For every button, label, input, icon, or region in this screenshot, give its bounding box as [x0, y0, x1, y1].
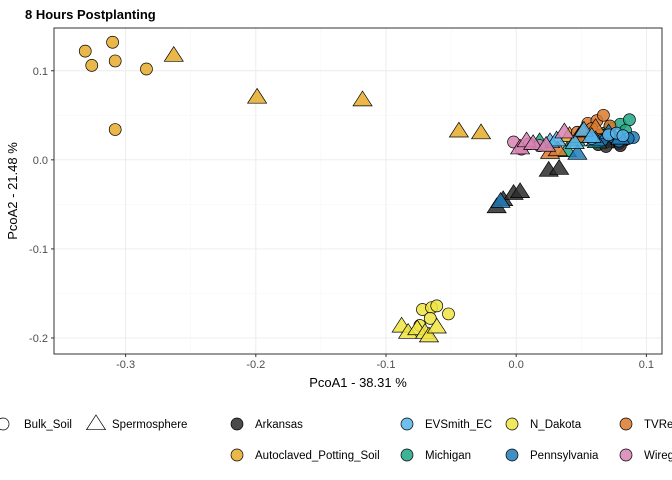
- data-point: [535, 135, 557, 152]
- legend-label: Bulk_Soil: [24, 419, 72, 431]
- data-points: [78, 35, 640, 343]
- data-point: [106, 35, 119, 49]
- plot-background: [54, 28, 662, 354]
- legend: Bulk_Soil Spermosphere Arkansas Autoclaved_…: [0, 414, 672, 462]
- data-point: [78, 44, 92, 58]
- x-axis-title: PcoA1 - 38.31 %: [309, 375, 407, 390]
- data-point: [509, 182, 531, 198]
- data-point: [140, 62, 153, 76]
- legend-label: Autoclaved_Potting_Soil: [255, 450, 380, 462]
- x-axis-ticks: -0.3 -0.2 -0.1 0.0 0.1: [116, 354, 654, 371]
- series-n-dakota-triangle: [391, 316, 447, 343]
- legend-item-evsmith-ec: EVSmith_EC: [400, 417, 492, 431]
- legend-item-tvre: TVRe: [619, 417, 672, 431]
- data-point: [163, 45, 184, 62]
- data-point: [85, 59, 99, 72]
- legend-key-color: [400, 448, 414, 462]
- legend-label: TVRe: [644, 419, 672, 431]
- legend-label: Pennsylvania: [530, 450, 599, 462]
- data-point: [554, 122, 575, 139]
- data-point: [581, 126, 602, 143]
- data-point: [423, 312, 437, 325]
- data-point: [623, 113, 636, 127]
- y-tick-label: -0.2: [29, 333, 48, 345]
- legend-label: EVSmith_EC: [425, 419, 492, 431]
- y-tick-label: 0.0: [33, 155, 48, 167]
- legend-item-autoclaved-potting-soil: Autoclaved_Potting_Soil: [230, 448, 380, 462]
- data-point: [426, 317, 447, 334]
- data-point: [567, 143, 588, 160]
- legend-item-bulk-soil: Bulk_Soil: [0, 417, 72, 431]
- y-tick-label: -0.1: [29, 244, 48, 256]
- x-tick-label: 0.0: [509, 359, 524, 371]
- y-axis-ticks: -0.2 -0.1 0.0 0.1: [29, 66, 54, 345]
- data-point: [108, 123, 122, 136]
- legend-label: Arkansas: [255, 419, 303, 431]
- data-point: [564, 133, 585, 149]
- series-evsmith-ec-triangle: [539, 120, 602, 149]
- data-point: [597, 108, 610, 122]
- legend-key-circle: [0, 417, 10, 431]
- legend-item-wireg: Wireg: [619, 448, 672, 462]
- x-tick-label: 0.1: [639, 359, 654, 371]
- data-point: [442, 307, 455, 321]
- legend-item-arkansas: Arkansas: [230, 417, 303, 431]
- data-point: [108, 54, 122, 68]
- legend-key-color: [230, 448, 244, 462]
- legend-label: N_Dakota: [530, 419, 582, 431]
- series-wireg-triangle: [509, 122, 575, 155]
- legend-key-color: [400, 417, 414, 431]
- data-point: [546, 130, 567, 147]
- data-point: [352, 90, 373, 107]
- data-point: [522, 134, 544, 150]
- legend-item-michigan: Michigan: [400, 448, 471, 462]
- legend-item-n-dakota: N_Dakota: [505, 417, 582, 431]
- legend-label: Wireg: [644, 450, 672, 462]
- data-point: [418, 326, 440, 343]
- legend-key-color: [230, 417, 244, 431]
- x-tick-label: -0.1: [377, 359, 396, 371]
- legend-key-color: [619, 448, 633, 462]
- x-tick-label: -0.2: [246, 359, 265, 371]
- y-axis-title: PcoA2 - 21.48 %: [5, 142, 20, 240]
- data-point: [549, 159, 570, 175]
- legend-label: Spermosphere: [112, 419, 187, 431]
- legend-label: Michigan: [425, 450, 471, 462]
- data-point: [490, 192, 511, 208]
- legend-item-pennsylvania: Pennsylvania: [505, 448, 599, 462]
- legend-key-color: [619, 417, 633, 431]
- legend-item-spermosphere: Spermosphere: [85, 414, 187, 431]
- x-tick-label: -0.3: [116, 359, 135, 371]
- data-point: [246, 87, 268, 104]
- data-point: [448, 121, 470, 138]
- series-autoclaved-potting-soil-circle: [78, 35, 153, 136]
- y-tick-label: 0.1: [33, 66, 48, 78]
- chart-title: 8 Hours Postplanting: [25, 7, 156, 22]
- legend-key-color: [505, 417, 519, 431]
- data-point: [470, 123, 492, 140]
- legend-key-color: [505, 448, 519, 462]
- series-evsmith-ec-circle: [585, 126, 630, 145]
- plot-panel: [53, 27, 663, 355]
- legend-key-triangle: [85, 414, 107, 431]
- data-point: [430, 299, 444, 313]
- data-point: [616, 129, 630, 143]
- plot-border: [53, 27, 663, 355]
